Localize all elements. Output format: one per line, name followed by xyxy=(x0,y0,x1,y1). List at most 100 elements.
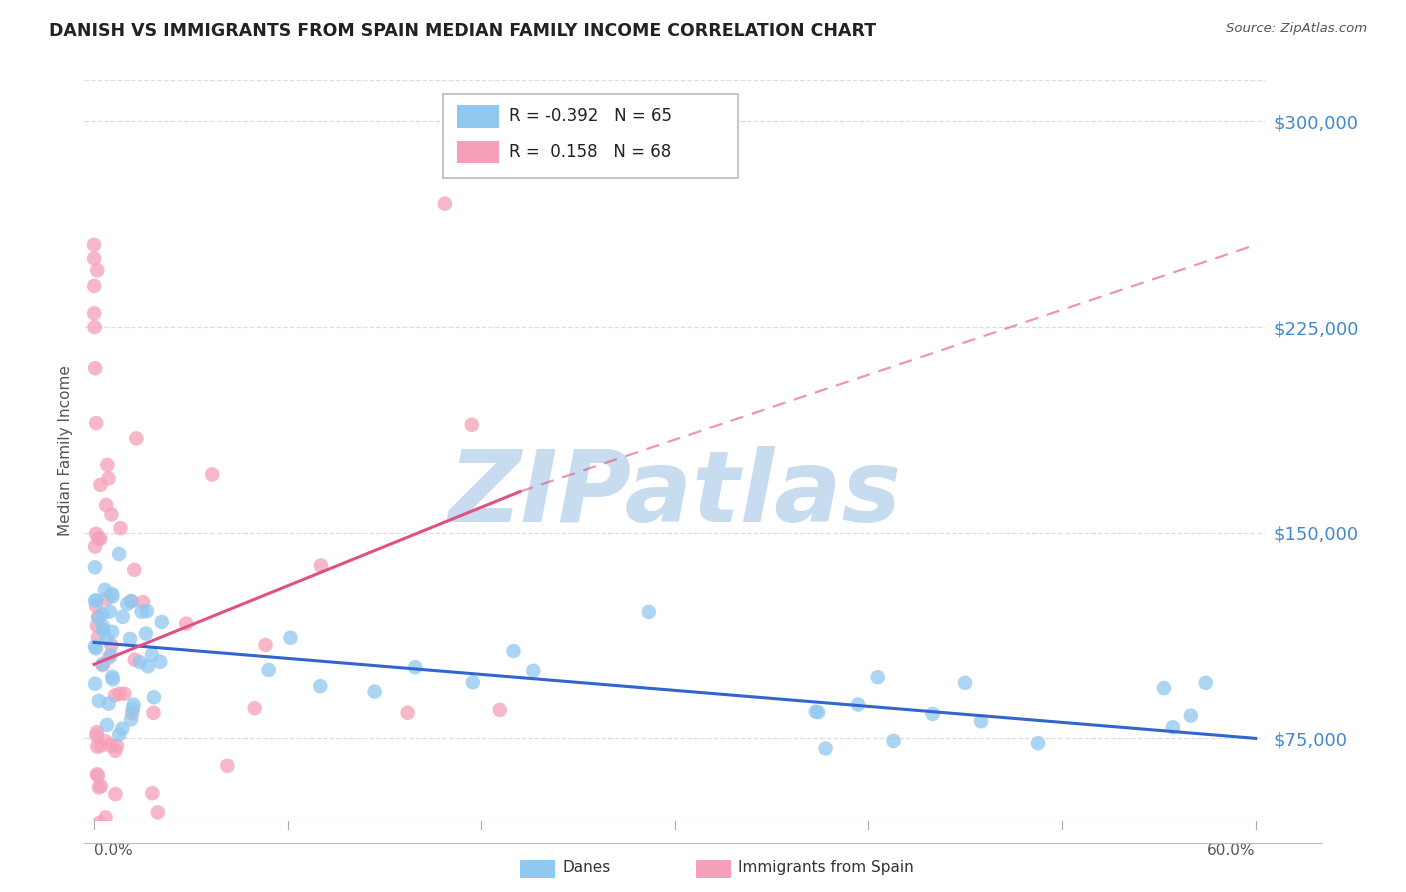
Point xyxy=(97,697,120,711)
Point xyxy=(136,659,159,673)
Point xyxy=(84,641,107,656)
Point xyxy=(502,644,524,658)
Point xyxy=(309,558,332,573)
Point xyxy=(121,706,143,720)
Point xyxy=(84,593,107,607)
Point xyxy=(89,816,111,830)
Point xyxy=(953,676,976,690)
Point xyxy=(488,703,510,717)
Point xyxy=(87,769,110,783)
Text: DANISH VS IMMIGRANTS FROM SPAIN MEDIAN FAMILY INCOME CORRELATION CHART: DANISH VS IMMIGRANTS FROM SPAIN MEDIAN F… xyxy=(49,22,876,40)
Point xyxy=(87,532,110,546)
Point xyxy=(100,739,122,753)
Point xyxy=(637,605,659,619)
Point xyxy=(83,237,105,252)
Point xyxy=(846,698,869,712)
Point xyxy=(108,727,131,741)
Point xyxy=(87,610,110,624)
Point xyxy=(86,739,108,754)
Point xyxy=(87,780,110,795)
Point xyxy=(86,263,108,277)
Point xyxy=(98,650,121,665)
Point xyxy=(120,632,142,646)
Point xyxy=(135,822,157,836)
Point xyxy=(814,741,837,756)
Point xyxy=(112,687,135,701)
Point xyxy=(89,532,111,546)
Point xyxy=(83,252,105,266)
Point xyxy=(149,655,172,669)
Text: 0.0%: 0.0% xyxy=(94,843,132,857)
Point xyxy=(146,805,169,820)
Text: ZIPatlas: ZIPatlas xyxy=(449,446,901,543)
Point xyxy=(108,687,131,701)
Point xyxy=(522,664,544,678)
Text: Source: ZipAtlas.com: Source: ZipAtlas.com xyxy=(1226,22,1367,36)
Point xyxy=(124,563,146,577)
Point xyxy=(141,648,163,662)
Point xyxy=(135,604,157,618)
Point xyxy=(98,605,121,619)
Point xyxy=(108,547,131,561)
Point xyxy=(404,660,426,674)
Point xyxy=(1153,681,1175,695)
Point xyxy=(110,521,132,535)
Point xyxy=(90,779,112,793)
Point xyxy=(84,593,107,607)
Point xyxy=(96,632,118,646)
Point xyxy=(921,706,943,721)
Point xyxy=(101,590,124,604)
Text: Danes: Danes xyxy=(562,861,610,875)
Point xyxy=(101,673,124,687)
Text: Immigrants from Spain: Immigrants from Spain xyxy=(738,861,914,875)
Point xyxy=(104,688,127,702)
Point xyxy=(257,663,280,677)
Point xyxy=(91,623,114,637)
Point xyxy=(101,587,124,601)
Point xyxy=(84,416,107,430)
Point xyxy=(86,767,108,781)
Text: 60.0%: 60.0% xyxy=(1208,843,1256,857)
Point xyxy=(125,431,148,445)
Point xyxy=(96,458,118,472)
Point xyxy=(100,638,122,652)
Point xyxy=(866,670,889,684)
Point xyxy=(1180,708,1202,723)
Point xyxy=(97,471,120,485)
Point xyxy=(91,658,114,673)
Point xyxy=(100,508,122,522)
Point xyxy=(86,618,108,632)
Point xyxy=(124,653,146,667)
Point xyxy=(101,670,124,684)
Point xyxy=(122,698,145,712)
Point xyxy=(100,648,122,662)
Text: R =  0.158   N = 68: R = 0.158 N = 68 xyxy=(509,143,671,161)
Point xyxy=(91,607,114,621)
Point xyxy=(217,759,239,773)
Y-axis label: Median Family Income: Median Family Income xyxy=(58,365,73,536)
Point xyxy=(87,694,110,708)
Point xyxy=(1195,676,1218,690)
Point xyxy=(84,526,107,541)
Point xyxy=(104,787,127,801)
Point xyxy=(396,706,419,720)
Point xyxy=(86,729,108,743)
Point xyxy=(84,599,107,613)
Point xyxy=(87,630,110,644)
Point xyxy=(254,638,277,652)
Text: R = -0.392   N = 65: R = -0.392 N = 65 xyxy=(509,107,672,125)
Point xyxy=(128,655,150,669)
Point xyxy=(120,712,142,726)
Point xyxy=(882,734,904,748)
Point xyxy=(83,279,105,293)
Point xyxy=(131,605,153,619)
Point xyxy=(84,540,107,554)
Point xyxy=(120,594,142,608)
Point xyxy=(94,810,117,824)
Point xyxy=(91,619,114,633)
Point xyxy=(1161,720,1184,734)
Point xyxy=(105,739,128,753)
Point xyxy=(243,701,266,715)
Point xyxy=(135,626,157,640)
Point xyxy=(83,822,105,836)
